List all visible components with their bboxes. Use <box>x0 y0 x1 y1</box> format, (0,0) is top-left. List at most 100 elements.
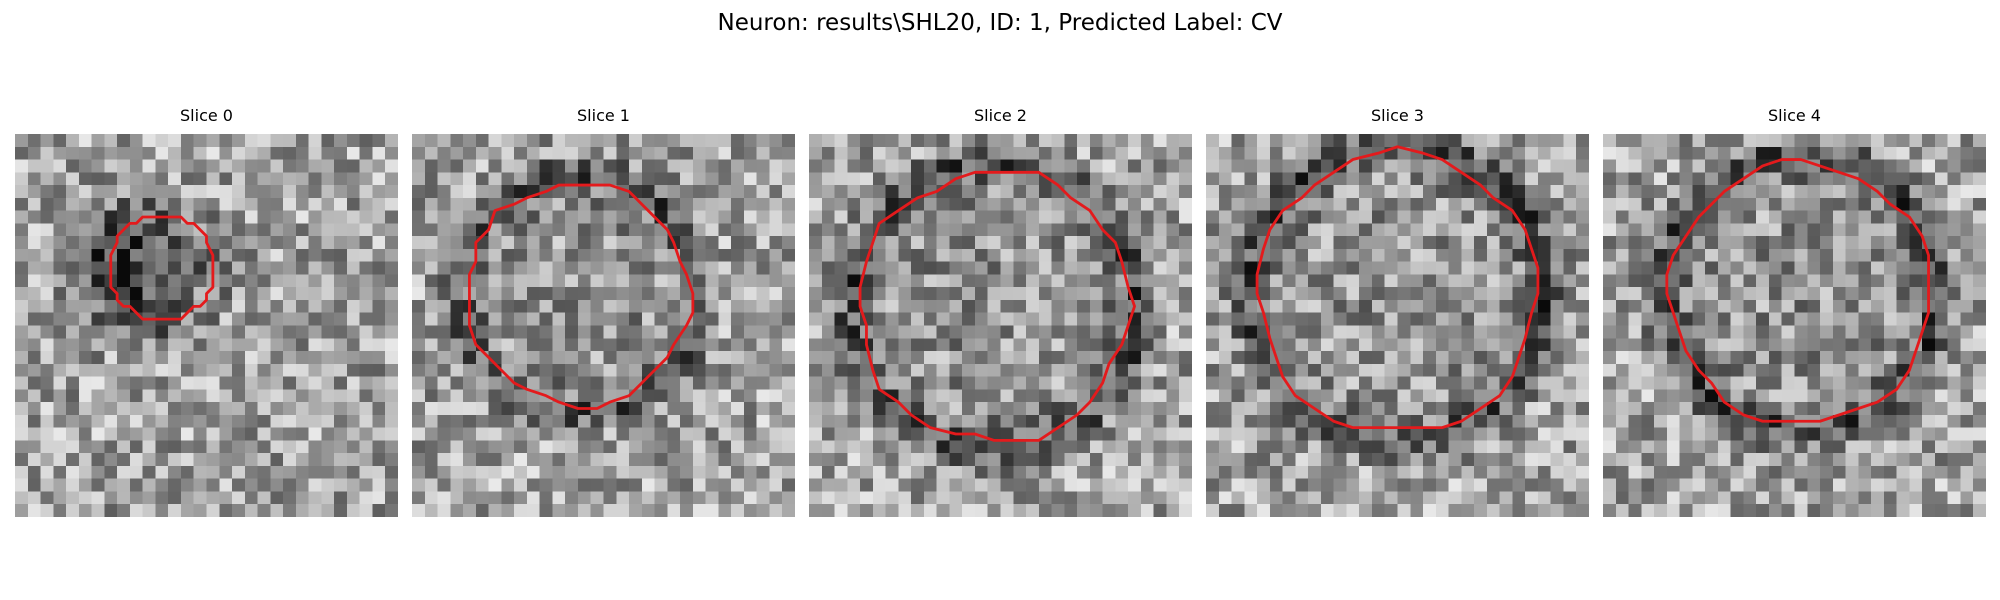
pixel <box>1320 299 1334 313</box>
pixel <box>692 453 706 467</box>
pixel <box>629 248 643 262</box>
pixel <box>769 402 783 416</box>
pixel <box>1654 287 1668 301</box>
pixel <box>91 287 105 301</box>
pixel <box>142 248 156 262</box>
pixel <box>193 287 207 301</box>
pixel <box>488 440 502 454</box>
pixel <box>526 491 540 505</box>
pixel <box>1973 261 1986 275</box>
pixel <box>834 414 848 428</box>
pixel <box>654 440 668 454</box>
pixel <box>1730 134 1744 148</box>
pixel <box>1486 376 1500 390</box>
pixel <box>129 351 143 365</box>
pixel <box>1410 491 1424 505</box>
pixel <box>1563 325 1577 339</box>
pixel <box>40 402 54 416</box>
pixel <box>1705 363 1719 377</box>
pixel <box>1206 465 1220 479</box>
pixel <box>501 427 515 441</box>
pixel <box>283 338 297 352</box>
pixel <box>603 210 617 224</box>
pixel <box>821 210 835 224</box>
pixel <box>1730 223 1744 237</box>
pixel <box>1654 402 1668 416</box>
pixel <box>1359 248 1373 262</box>
pixel <box>1474 287 1488 301</box>
pixel <box>552 223 566 237</box>
pixel <box>1756 440 1770 454</box>
pixel <box>412 465 426 479</box>
pixel <box>936 453 950 467</box>
pixel <box>1384 159 1398 173</box>
pixel <box>1550 159 1564 173</box>
pixel <box>1038 491 1052 505</box>
pixel <box>1077 427 1091 441</box>
pixel <box>962 134 976 148</box>
pixel <box>1705 465 1719 479</box>
pixel <box>359 338 373 352</box>
pixel <box>1654 389 1668 403</box>
pixel <box>1563 223 1577 237</box>
pixel <box>1166 504 1180 517</box>
pixel <box>1231 299 1245 313</box>
pixel <box>539 134 553 148</box>
pixel <box>1474 478 1488 492</box>
pixel <box>731 172 745 186</box>
pixel <box>321 338 335 352</box>
pixel <box>962 299 976 313</box>
pixel <box>1257 146 1271 160</box>
pixel <box>295 325 309 339</box>
pixel <box>692 312 706 326</box>
pixel <box>1960 427 1974 441</box>
pixel <box>308 185 322 199</box>
pixel <box>847 504 861 517</box>
pixel <box>104 363 118 377</box>
pixel <box>1269 146 1283 160</box>
pixel <box>1768 453 1782 467</box>
pixel <box>1026 236 1040 250</box>
pixel <box>539 478 553 492</box>
pixel <box>1486 427 1500 441</box>
pixel <box>949 236 963 250</box>
pixel <box>1397 453 1411 467</box>
pixel <box>1218 402 1232 416</box>
pixel <box>1550 402 1564 416</box>
pixel <box>1089 299 1103 313</box>
pixel <box>1064 312 1078 326</box>
pixel <box>295 287 309 301</box>
pixel <box>743 504 757 517</box>
pixel <box>1435 351 1449 365</box>
pixel <box>1308 376 1322 390</box>
pixel <box>1563 261 1577 275</box>
pixel <box>923 197 937 211</box>
pixel <box>1486 223 1500 237</box>
pixel <box>359 236 373 250</box>
pixel <box>860 402 874 416</box>
pixel <box>168 491 182 505</box>
pixel <box>718 427 732 441</box>
pixel <box>1666 325 1680 339</box>
pixel <box>923 325 937 339</box>
pixel <box>872 363 886 377</box>
pixel <box>1537 491 1551 505</box>
pixel <box>412 351 426 365</box>
pixel <box>872 172 886 186</box>
pixel <box>1013 376 1027 390</box>
pixel <box>1333 248 1347 262</box>
pixel <box>654 453 668 467</box>
pixel <box>769 172 783 186</box>
pixel <box>1206 146 1220 160</box>
pixel <box>1947 491 1961 505</box>
pixel <box>1359 312 1373 326</box>
pixel <box>872 312 886 326</box>
pixel <box>1717 491 1731 505</box>
pixel <box>629 427 643 441</box>
pixel <box>590 261 604 275</box>
pixel <box>1435 453 1449 467</box>
pixel <box>885 312 899 326</box>
pixel <box>641 223 655 237</box>
pixel <box>91 376 105 390</box>
pixel <box>514 478 528 492</box>
